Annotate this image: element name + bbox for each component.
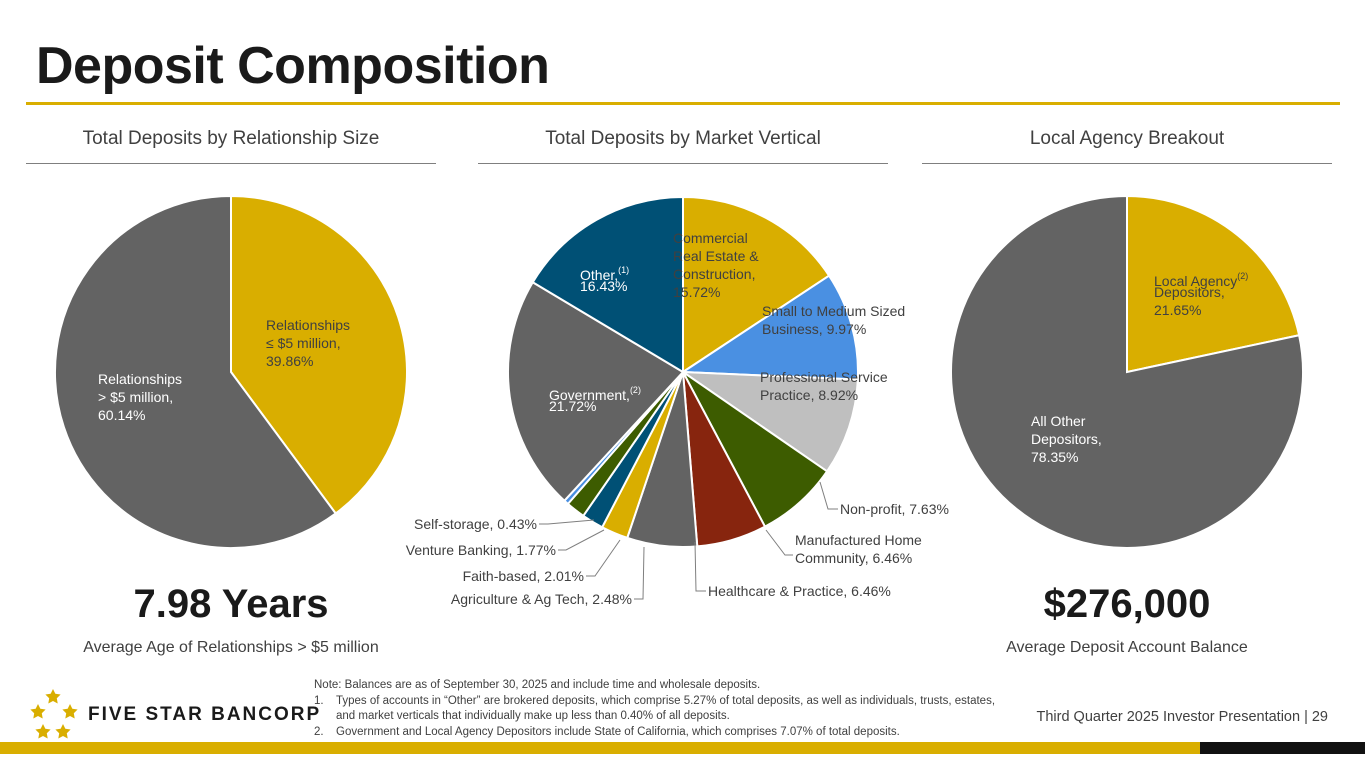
- slice-label: Local Agency(2) Depositors, 21.65%: [1154, 271, 1248, 318]
- vertical-section-rule: [478, 163, 888, 164]
- leader-line: [819, 481, 838, 510]
- agency-section-title: Local Agency Breakout: [1029, 128, 1225, 149]
- vertical-section-title: Total Deposits by Market Vertical: [545, 128, 821, 149]
- pie-slice: [507, 280, 685, 503]
- slice-label: Non-profit, 7.63%: [840, 501, 949, 517]
- average-age-metric: 7.98 Years: [133, 582, 329, 626]
- slice-label: All Other Depositors, 78.35%: [1031, 413, 1102, 465]
- slice-label: Commercial Real Estate & Construction, 15.7…: [673, 230, 759, 300]
- slice-label: Small to Medium Sized Business, 9.97%: [762, 303, 905, 337]
- page-title: Deposit Composition: [36, 37, 550, 95]
- slice-label: Agriculture & Ag Tech, 2.48%: [451, 591, 632, 607]
- slice-label: Self-storage, 0.43%: [414, 516, 537, 532]
- leader-line: [539, 519, 595, 525]
- footnote-intro: Note: Balances are as of September 30, 2…: [314, 679, 761, 691]
- footnote-number: 2.: [314, 725, 324, 738]
- leader-line: [586, 539, 621, 577]
- slice-label: Other,(1) 16.43%: [580, 265, 629, 294]
- title-underline: [26, 102, 1340, 105]
- footer-presentation-label: Third Quarter 2025 Investor Presentation…: [1036, 709, 1328, 725]
- slice-label: Faith-based, 2.01%: [463, 568, 584, 584]
- relationship-section-title: Total Deposits by Relationship Size: [82, 128, 380, 149]
- five-stars-icon: [30, 689, 78, 739]
- slice-label: Healthcare & Practice, 6.46%: [708, 583, 891, 599]
- footer-bar-accent: [1200, 742, 1365, 754]
- pie-slice: [54, 194, 338, 549]
- leader-line: [634, 546, 645, 600]
- footnote-2: 2. Government and Local Agency Depositor…: [314, 725, 1014, 741]
- leader-line: [765, 529, 793, 556]
- footnote-text: Types of accounts in “Other” are brokere…: [336, 694, 996, 723]
- pie-slice: [950, 194, 1304, 549]
- footnote-number: 1.: [314, 694, 324, 707]
- slice-label: Government,(2) 21.72%: [549, 385, 641, 414]
- agency-section-rule: [922, 163, 1332, 164]
- average-age-label: Average Age of Relationships > $5 millio…: [83, 639, 379, 656]
- logo-wordmark: FIVE STAR BANCORP: [88, 704, 322, 725]
- pie-slice: [679, 274, 859, 381]
- relationship-section-rule: [26, 163, 436, 164]
- average-balance-metric: $276,000: [1043, 582, 1211, 626]
- average-balance-label: Average Deposit Account Balance: [1006, 639, 1248, 656]
- company-logo: FIVE STAR BANCORP: [26, 688, 319, 744]
- slice-label: Relationships ≤ $5 million, 39.86%: [266, 317, 350, 369]
- footer-bar: [0, 742, 1200, 754]
- footnote-text: Government and Local Agency Depositors i…: [336, 725, 900, 738]
- pie-slice: [679, 370, 859, 473]
- slice-label: Professional Service Practice, 8.92%: [760, 369, 888, 403]
- pie-slice: [531, 195, 684, 374]
- pie-slice: [1126, 194, 1301, 374]
- leader-line: [694, 541, 706, 592]
- leader-line: [558, 529, 605, 551]
- pie-slice: [682, 195, 831, 374]
- slice-label: Relationships > $5 million, 60.14%: [98, 371, 182, 423]
- pie-slice: [230, 194, 408, 515]
- footnotes: Note: Balances are as of September 30, 2…: [314, 678, 1014, 740]
- footnote-1: 1. Types of accounts in “Other” are brok…: [314, 694, 1014, 725]
- slice-label: Venture Banking, 1.77%: [406, 542, 556, 558]
- slice-label: Manufactured Home Community, 6.46%: [795, 532, 922, 566]
